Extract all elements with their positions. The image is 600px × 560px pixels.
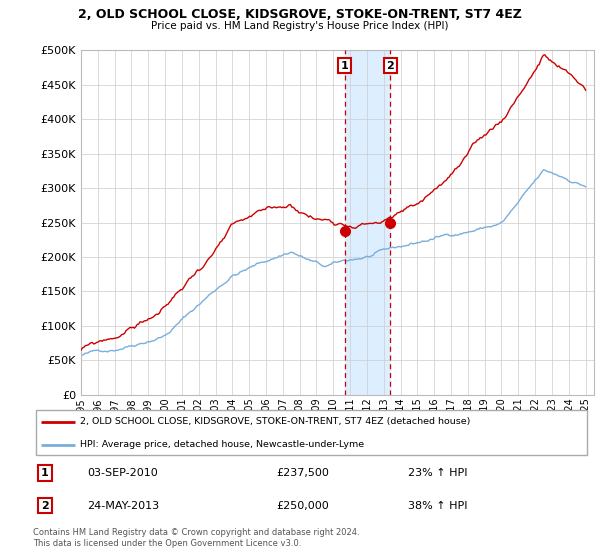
Text: Price paid vs. HM Land Registry's House Price Index (HPI): Price paid vs. HM Land Registry's House … [151, 21, 449, 31]
Text: 03-SEP-2010: 03-SEP-2010 [87, 468, 158, 478]
Text: 1: 1 [341, 60, 349, 71]
Text: 23% ↑ HPI: 23% ↑ HPI [408, 468, 467, 478]
Text: 1: 1 [41, 468, 49, 478]
Text: £237,500: £237,500 [276, 468, 329, 478]
Text: 24-MAY-2013: 24-MAY-2013 [87, 501, 159, 511]
Text: 2: 2 [386, 60, 394, 71]
FancyBboxPatch shape [36, 410, 587, 455]
Text: £250,000: £250,000 [276, 501, 329, 511]
Bar [344, 50, 391, 395]
Text: 2, OLD SCHOOL CLOSE, KIDSGROVE, STOKE-ON-TRENT, ST7 4EZ (detached house): 2, OLD SCHOOL CLOSE, KIDSGROVE, STOKE-ON… [80, 417, 471, 426]
Text: HPI: Average price, detached house, Newcastle-under-Lyme: HPI: Average price, detached house, Newc… [80, 440, 365, 449]
Text: Contains HM Land Registry data © Crown copyright and database right 2024.
This d: Contains HM Land Registry data © Crown c… [33, 528, 359, 548]
Text: 38% ↑ HPI: 38% ↑ HPI [408, 501, 467, 511]
Text: 2: 2 [41, 501, 49, 511]
Text: 2, OLD SCHOOL CLOSE, KIDSGROVE, STOKE-ON-TRENT, ST7 4EZ: 2, OLD SCHOOL CLOSE, KIDSGROVE, STOKE-ON… [78, 8, 522, 21]
